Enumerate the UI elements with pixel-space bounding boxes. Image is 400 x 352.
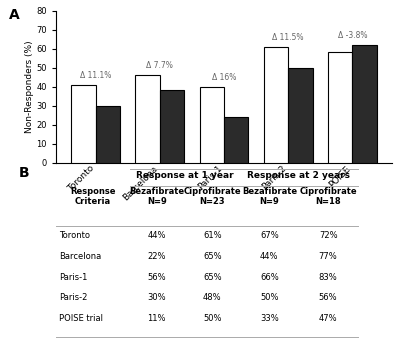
- Text: 33%: 33%: [260, 314, 279, 323]
- Text: 72%: 72%: [319, 231, 338, 240]
- Text: Response at 1 year: Response at 1 year: [136, 171, 233, 180]
- Text: Response
Criteria: Response Criteria: [70, 187, 116, 206]
- Text: Paris-2: Paris-2: [59, 294, 88, 302]
- Text: 44%: 44%: [148, 231, 166, 240]
- Text: Δ 11.1%: Δ 11.1%: [80, 71, 111, 80]
- Text: 61%: 61%: [203, 231, 222, 240]
- Bar: [352, 45, 377, 163]
- Text: Δ -3.8%: Δ -3.8%: [338, 31, 367, 40]
- Text: 66%: 66%: [260, 273, 279, 282]
- Text: 65%: 65%: [203, 252, 222, 261]
- Text: Toronto: Toronto: [59, 231, 90, 240]
- Bar: [71, 85, 96, 163]
- Y-axis label: Non-Responders (%): Non-Responders (%): [24, 40, 34, 133]
- Text: Paris-1: Paris-1: [59, 273, 88, 282]
- Text: 11%: 11%: [148, 314, 166, 323]
- Text: 30%: 30%: [148, 294, 166, 302]
- Text: 83%: 83%: [319, 273, 338, 282]
- Text: 56%: 56%: [148, 273, 166, 282]
- Bar: [96, 106, 120, 163]
- Text: 77%: 77%: [319, 252, 338, 261]
- Bar: [328, 52, 352, 163]
- Text: Δ 7.7%: Δ 7.7%: [146, 61, 173, 70]
- Bar: [200, 87, 224, 163]
- Text: Bezafibrate
N=9: Bezafibrate N=9: [242, 187, 297, 206]
- Text: B: B: [19, 166, 30, 180]
- Text: Ciprofibrate
N=23: Ciprofibrate N=23: [184, 187, 241, 206]
- Text: 67%: 67%: [260, 231, 279, 240]
- Text: 56%: 56%: [319, 294, 338, 302]
- Text: 50%: 50%: [203, 314, 222, 323]
- Text: 48%: 48%: [203, 294, 222, 302]
- Bar: [136, 75, 160, 163]
- Text: 65%: 65%: [203, 273, 222, 282]
- Text: Response at 2 years: Response at 2 years: [247, 171, 350, 180]
- Bar: [160, 90, 184, 163]
- Text: POISE trial: POISE trial: [59, 314, 103, 323]
- Text: A: A: [9, 7, 20, 21]
- Bar: [288, 68, 312, 163]
- Text: 22%: 22%: [148, 252, 166, 261]
- Bar: [264, 47, 288, 163]
- Text: Δ 11.5%: Δ 11.5%: [272, 33, 304, 42]
- Text: Bezafibrate
N=9: Bezafibrate N=9: [129, 187, 184, 206]
- Text: Δ 16%: Δ 16%: [212, 73, 236, 82]
- Text: 44%: 44%: [260, 252, 279, 261]
- Text: Barcelona: Barcelona: [59, 252, 102, 261]
- Text: 47%: 47%: [319, 314, 338, 323]
- Text: Ciprofibrate
N=18: Ciprofibrate N=18: [299, 187, 357, 206]
- Bar: [224, 117, 248, 163]
- Text: 50%: 50%: [260, 294, 279, 302]
